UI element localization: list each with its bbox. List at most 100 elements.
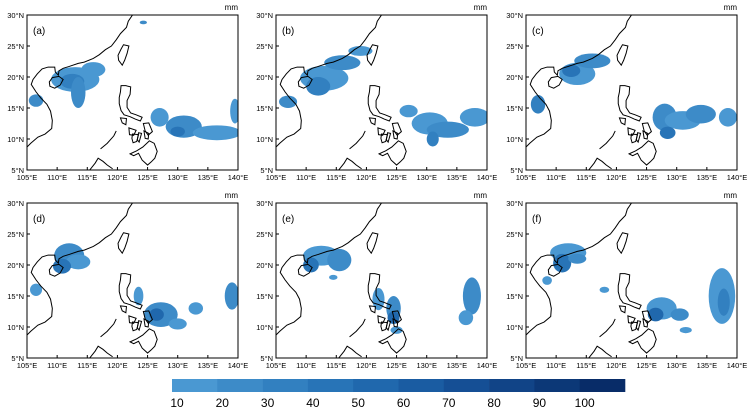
coastline	[368, 274, 391, 309]
lat-tick-label: 25°N	[256, 42, 273, 51]
coastline	[137, 133, 141, 142]
coastline	[118, 233, 129, 253]
coastline	[120, 306, 126, 313]
lat-tick-label: 10°N	[7, 323, 24, 332]
precip-area	[459, 108, 487, 127]
lon-tick-label: 120°E	[356, 173, 377, 182]
coastline	[600, 319, 616, 337]
precip-area	[149, 308, 164, 321]
lat-tick-label: 10°N	[506, 323, 523, 332]
map	[276, 203, 481, 358]
coastline	[49, 264, 63, 276]
map-panel: 105°E 110°E 115°E 120°E 125°E 130°E 135°E 140°E…	[7, 3, 248, 182]
colorbar-swatch	[262, 379, 309, 392]
coastline	[298, 264, 312, 276]
lon-tick-label: 140°E	[477, 173, 498, 182]
map-frame	[26, 202, 239, 359]
map-frame	[275, 14, 488, 171]
precip-area	[718, 108, 737, 127]
precip-area	[458, 310, 474, 326]
map	[27, 15, 238, 170]
panel-label: (d)	[33, 214, 45, 225]
coastline	[118, 45, 129, 65]
coastline	[129, 316, 136, 323]
coastline	[589, 346, 612, 358]
lon-tick-label: 135°E	[697, 361, 718, 370]
lon-tick-label: 105°E	[266, 173, 287, 182]
lat-tick-label: 20°N	[7, 73, 24, 82]
coastline	[130, 329, 157, 353]
coastline	[119, 274, 142, 309]
lat-tick-label: 15°N	[256, 104, 273, 113]
lat-tick-label: 15°N	[506, 104, 523, 113]
lat-tick-label: 10°N	[256, 323, 273, 332]
coastline	[367, 45, 378, 65]
colorbar-swatch	[217, 379, 263, 392]
lon-tick-label: 135°E	[198, 173, 219, 182]
lat-tick-label: 10°N	[256, 135, 273, 144]
lat-tick-label: 5°N	[510, 354, 523, 363]
lon-tick-label: 110°E	[296, 173, 316, 182]
coastline	[379, 141, 406, 165]
lat-tick-label: 20°N	[256, 261, 273, 270]
colorbar: 10 20 30 40 50 60 70 80 90 100	[170, 379, 626, 410]
lon-tick-label: 105°E	[266, 361, 287, 370]
lat-tick-label: 15°N	[506, 292, 523, 301]
map-frame	[26, 14, 239, 171]
coastline	[350, 131, 366, 149]
map	[27, 203, 238, 358]
lon-tick-label: 110°E	[546, 361, 566, 370]
precip-area	[139, 20, 147, 25]
colorbar-swatch	[534, 379, 580, 392]
precip-area	[66, 254, 91, 270]
coastline	[339, 346, 362, 358]
colorbar-swatch	[172, 379, 218, 392]
lon-tick-label: 120°E	[606, 173, 627, 182]
colorbar-swatch	[398, 379, 445, 392]
coastline	[392, 123, 401, 135]
coastline	[392, 311, 401, 323]
lon-tick-label: 115°E	[576, 173, 596, 182]
map-panel: 105°E 110°E 115°E 120°E 125°E 130°E 135°E 140°E…	[506, 191, 747, 370]
coastline	[137, 321, 141, 330]
coastline	[369, 306, 375, 313]
coastline	[643, 131, 648, 139]
precip-area	[30, 283, 43, 296]
lat-tick-label: 30°N	[506, 199, 523, 208]
lon-tick-label: 125°E	[636, 173, 657, 182]
coastline	[617, 233, 628, 253]
coastline	[636, 133, 640, 142]
precip-area	[71, 77, 86, 108]
coastline	[276, 15, 382, 147]
colorbar-swatch	[489, 379, 535, 392]
precip-area	[562, 64, 581, 77]
lat-tick-label: 30°N	[256, 11, 273, 20]
coastline	[27, 203, 133, 335]
lon-tick-label: 115°E	[326, 173, 346, 182]
lat-tick-label: 10°N	[7, 135, 24, 144]
colorbar-label: 80	[487, 396, 501, 410]
precip-area	[717, 288, 730, 316]
lon-tick-label: 130°E	[666, 173, 687, 182]
lon-tick-label: 120°E	[107, 361, 128, 370]
panel-label: (a)	[33, 26, 45, 37]
coastline	[393, 131, 398, 139]
coastline	[642, 123, 651, 135]
coastline	[378, 316, 385, 323]
coastline	[636, 321, 640, 330]
precip-area	[426, 121, 469, 138]
lon-tick-label: 140°E	[727, 173, 748, 182]
coastline	[618, 86, 641, 121]
coastline	[643, 319, 648, 327]
precip-area	[670, 308, 689, 321]
lon-tick-label: 140°E	[727, 361, 748, 370]
colorbar-label: 90	[533, 396, 547, 410]
precip-area	[329, 274, 338, 280]
precip-area	[599, 286, 610, 293]
lon-tick-label: 130°E	[416, 361, 437, 370]
precip-area	[168, 318, 187, 330]
coastline	[631, 134, 638, 143]
coastline	[350, 319, 366, 337]
lat-tick-label: 5°N	[11, 166, 24, 175]
